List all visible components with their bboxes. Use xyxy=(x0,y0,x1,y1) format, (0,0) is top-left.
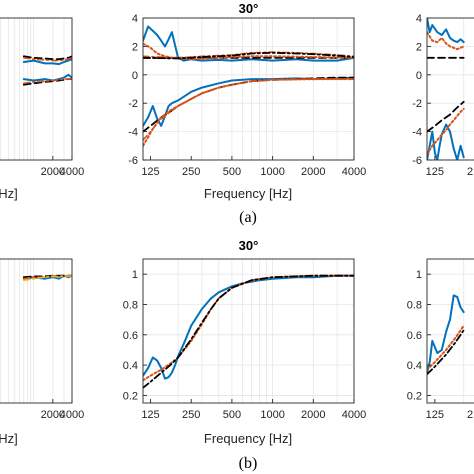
y-tick-label: 0.8 xyxy=(407,299,422,311)
series-line-orange-dashdot xyxy=(22,78,72,85)
y-tick-label: 2 xyxy=(416,41,422,53)
subplot-b-center: 125 250 500 1000 2000 4000 0.2 0.4 0.6 0.8 1 30° Fre… xyxy=(123,238,367,446)
x-tick-label: 2 xyxy=(467,409,473,421)
axes-frame xyxy=(0,258,73,404)
x-tick-label: 1000 xyxy=(260,166,284,178)
series-line-blue-solid xyxy=(143,76,354,127)
caption-a: (a) xyxy=(239,209,257,226)
x-axis-label: Frequency [Hz] xyxy=(204,431,292,446)
y-tick-label: 0 xyxy=(416,70,422,82)
x-axis-label: Hz] xyxy=(0,186,18,201)
x-tick-label: 125 xyxy=(141,166,159,178)
y-tick-label: 4 xyxy=(416,13,422,25)
y-tick-label: 1 xyxy=(132,269,138,281)
series-line-orange-dotted xyxy=(143,78,354,147)
y-tick-label: 2 xyxy=(132,41,138,53)
x-tick-label: 500 xyxy=(223,166,241,178)
series-line-blue-solid xyxy=(22,58,72,66)
x-tick-label: 4000 xyxy=(342,166,366,178)
y-tick-label: 0.6 xyxy=(407,330,422,342)
plot-area-b-right xyxy=(427,259,474,403)
y-tick-label: 0 xyxy=(132,70,138,82)
subplot-title: 30° xyxy=(239,1,259,16)
axes-frame xyxy=(426,258,474,404)
series-line-orange-dotted xyxy=(143,42,354,61)
y-tick-label: 0.4 xyxy=(123,360,138,372)
series-line-blue-solid xyxy=(427,18,465,44)
plot-area-a-left xyxy=(0,18,72,160)
series-line-orange-dashdot xyxy=(143,78,354,141)
series-line-yellow-dashdot xyxy=(22,274,72,282)
series-line-black-dashdot xyxy=(143,51,354,60)
axes-frame xyxy=(142,17,355,161)
y-tick-label: 1 xyxy=(416,269,422,281)
subplot-b-right: 125 2 0.2 0.4 0.6 0.8 1 xyxy=(407,258,474,421)
x-tick-label: 2000 xyxy=(301,166,325,178)
x-tick-label: 250 xyxy=(182,409,200,421)
x-tick-label: 2 xyxy=(467,166,473,178)
series-line-black-dashdot xyxy=(427,329,465,376)
y-tick-label: -4 xyxy=(128,127,138,139)
x-axis-label: Hz] xyxy=(0,431,18,446)
y-tick-label: 0.6 xyxy=(123,330,138,342)
x-tick-label: 4000 xyxy=(60,166,84,178)
y-tick-label: 0.4 xyxy=(407,360,422,372)
series-line-blue-solid xyxy=(427,294,465,374)
axes-frame xyxy=(142,258,355,404)
y-tick-label: 0.2 xyxy=(407,390,422,402)
x-tick-label: 125 xyxy=(426,166,444,178)
x-tick-label: 125 xyxy=(141,409,159,421)
series-line-black-dash xyxy=(22,55,72,61)
series-line-black-dashdot xyxy=(143,274,354,389)
y-tick-label: 0.2 xyxy=(123,390,138,402)
subplot-a-center: 125 250 500 1000 2000 4000 -6 -4 -2 0 2 4 30° Frequen… xyxy=(128,1,366,201)
x-tick-label: 2000 xyxy=(41,409,65,421)
subplot-title: 30° xyxy=(239,238,259,253)
series-line-black-dash xyxy=(427,100,465,133)
series-line-orange-dotted xyxy=(427,324,465,371)
y-tick-label: 0.8 xyxy=(123,299,138,311)
plot-area-b-center xyxy=(143,259,354,403)
axes-frame xyxy=(0,17,73,161)
plot-area-b-left xyxy=(0,259,72,403)
x-tick-label: 2000 xyxy=(41,166,65,178)
plot-area-a-center xyxy=(143,18,354,160)
x-tick-label: 1000 xyxy=(260,409,284,421)
subplot-a-right: 125 2 -6 -4 -2 0 2 4 xyxy=(412,13,474,178)
series-line-blue-solid xyxy=(143,25,354,62)
y-tick-label: -2 xyxy=(128,98,138,110)
x-tick-label: 500 xyxy=(223,409,241,421)
series-line-blue-solid xyxy=(143,274,354,380)
x-tick-label: 4000 xyxy=(342,409,366,421)
x-tick-label: 2000 xyxy=(301,409,325,421)
y-tick-label: 4 xyxy=(132,13,138,25)
y-tick-label: -6 xyxy=(412,155,422,167)
y-tick-label: -2 xyxy=(412,98,422,110)
x-tick-label: 4000 xyxy=(60,409,84,421)
x-tick-label: 250 xyxy=(182,166,200,178)
plot-area-a-right xyxy=(427,18,474,160)
caption-b: (b) xyxy=(239,455,258,472)
series-line-orange-dotted xyxy=(427,107,465,156)
series-line-black-dash xyxy=(143,76,354,133)
y-tick-label: -4 xyxy=(412,127,422,139)
series-line-blue-solid xyxy=(427,123,465,160)
series-line-orange-dotted xyxy=(427,31,465,51)
x-tick-label: 125 xyxy=(426,409,444,421)
series-line-orange-dashdot xyxy=(22,56,72,62)
x-axis-label: Frequency [Hz] xyxy=(204,186,292,201)
y-tick-label: -6 xyxy=(128,155,138,167)
